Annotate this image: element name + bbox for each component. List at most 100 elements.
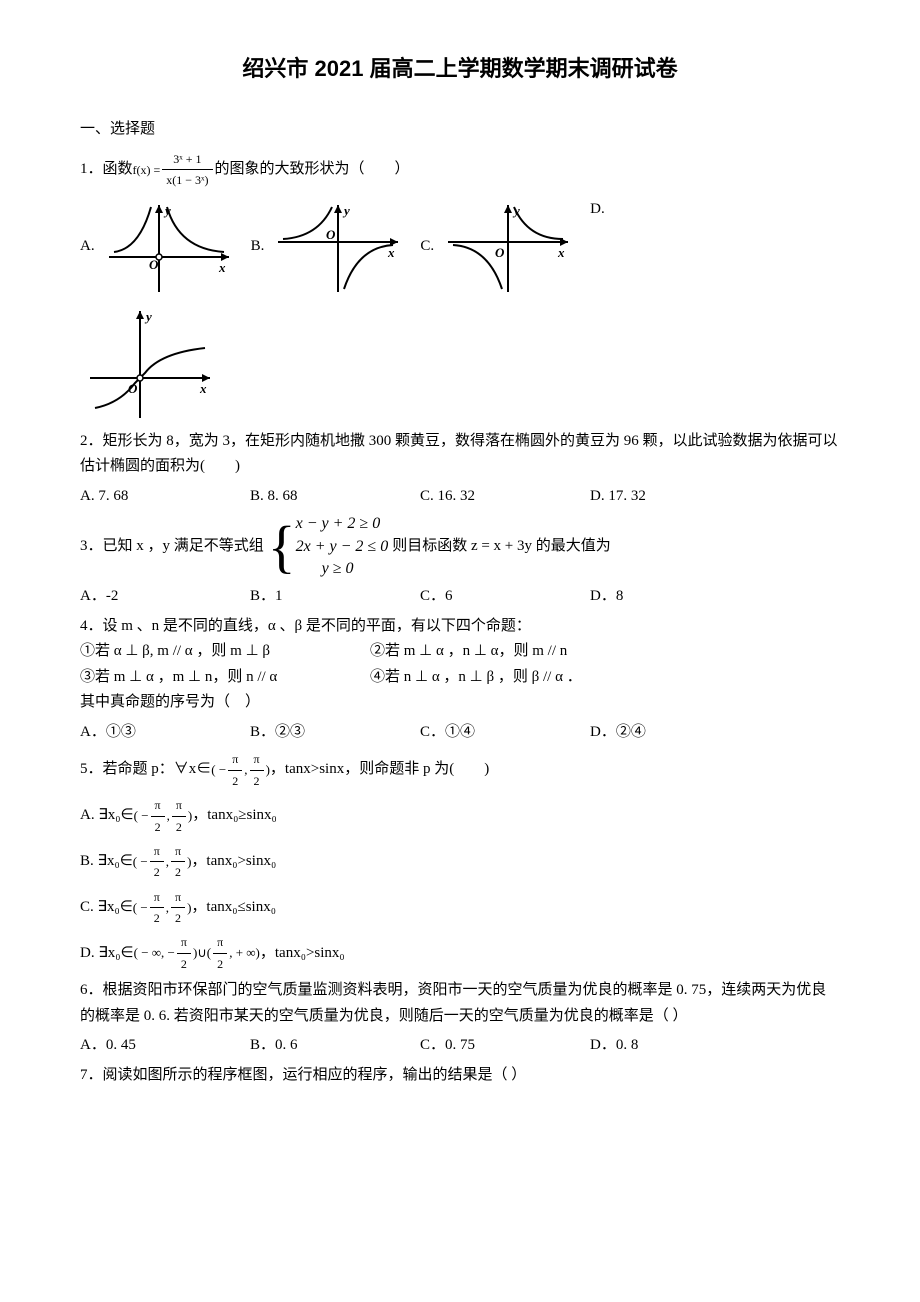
q6-opt-b: B．0. 6 [250,1033,420,1059]
q4-opt-c: C．①④ [420,720,590,746]
section-heading: 一、选择题 [80,117,840,143]
q5-comma: , [244,759,247,781]
q3-opt-c: C．6 [420,584,590,610]
frac-num: π [150,887,164,908]
svg-text:x: x [557,245,565,260]
q5-fn2: π [250,749,264,770]
q1-fraction: 3ˣ + 1 x(1 − 3ˣ) [162,149,212,191]
q3-suffix: 则目标函数 z = x + 3y 的最大值为 [392,534,611,560]
graph-c-icon: O x y [438,197,578,297]
q4-p1: ①若 α ⊥ β, m // α ，则 m ⊥ β [80,639,370,665]
q1-suffix: 的图象的大致形状为（ ） [215,157,410,183]
frac-den: 2 [213,954,227,974]
q3-opt-a: A．-2 [80,584,250,610]
q5-fd1: 2 [228,771,242,791]
q4-p3: ③若 m ⊥ α ，m ⊥ n，则 n // α [80,665,370,691]
q3-system: { x − y + 2 ≥ 0 2x + y − 2 ≤ 0 y ≥ 0 [268,513,388,580]
q6-opt-d: D．0. 8 [590,1033,760,1059]
question-7: 7．阅读如图所示的程序框图，运行相应的程序，输出的结果是（ ） [80,1063,840,1089]
frac-den: 2 [171,908,185,928]
comma: , [167,805,170,827]
q5-opt-d: D. ∃x₀∈ ( − ∞, − π2 ) ∪ ( π2 , + ∞) ，tan… [80,932,840,974]
q2-opt-d: D. 17. 32 [590,484,760,510]
q1-option-d-graph: O x y [80,303,220,423]
graph-d-icon: O x y [80,303,220,423]
q7-text: 7．阅读如图所示的程序框图，运行相应的程序，输出的结果是（ ） [80,1063,840,1089]
q1-prefix: 1．函数 [80,157,133,183]
q5-opt-b: B. ∃x₀∈ ( − π2 , π2 ) ，tanx₀>sinx₀ [80,841,840,883]
q2-text: 2．矩形长为 8，宽为 3，在矩形内随机地撒 300 颗黄豆，数得落在椭圆外的黄… [80,429,840,480]
q5d-pre: D. ∃x₀∈ [80,941,134,967]
q5-pre: 5．若命题 p：∀x∈ [80,757,211,783]
q4-line1: 4．设 m 、n 是不同的直线，α 、β 是不同的平面，有以下四个命题： [80,614,840,640]
svg-text:x: x [199,381,207,396]
q6-opt-a: A．0. 45 [80,1033,250,1059]
question-5: 5．若命题 p：∀x∈ ( − π2 , π2 ) ，tanx>sinx，则命题… [80,749,840,974]
q1-opt-a-label: A. [80,234,95,260]
q5-opt-a: A. ∃x₀∈ ( − π2 , π2 ) ，tanx₀≥sinx₀ [80,795,840,837]
q3-opt-b: B．1 [250,584,420,610]
svg-text:O: O [495,245,505,260]
svg-text:y: y [144,309,152,324]
frac-num: π [213,932,227,953]
graph-a-icon: O x y [99,197,239,297]
q1-func: f(x) = [133,160,161,180]
q4-opt-a: A．①③ [80,720,250,746]
q3-eq3: y ≥ 0 [296,558,389,580]
svg-text:x: x [218,260,226,275]
frac-den: 2 [171,862,185,882]
q3-eq2: 2x + y − 2 ≤ 0 [296,536,389,558]
q5b-pre: B. ∃x₀∈ [80,849,133,875]
q5a-post: ，tanx₀≥sinx₀ [192,803,277,829]
open-paren: ( − [133,851,148,873]
q5-int-open: ( − [211,759,226,781]
q1-numerator: 3ˣ + 1 [162,149,212,170]
q5d-mid1: ( − ∞, − [134,942,175,964]
brace-icon: { [268,518,296,576]
q4-p2: ②若 m ⊥ α ，n ⊥ α，则 m // n [370,639,567,665]
comma: , [166,897,169,919]
q5-fn1: π [228,749,242,770]
question-4: 4．设 m 、n 是不同的直线，α 、β 是不同的平面，有以下四个命题： ①若 … [80,614,840,746]
frac-den: 2 [177,954,191,974]
page-title: 绍兴市 2021 届高二上学期数学期末调研试卷 [80,50,840,87]
frac-den: 2 [150,862,164,882]
frac-num: π [150,841,164,862]
q1-denominator: x(1 − 3ˣ) [162,170,212,190]
frac-num: π [151,795,165,816]
q6-text: 6．根据资阳市环保部门的空气质量监测资料表明，资阳市一天的空气质量为优良的概率是… [80,978,840,1029]
q3-opt-d: D．8 [590,584,760,610]
frac-den: 2 [172,817,186,837]
q5c-pre: C. ∃x₀∈ [80,895,133,921]
q5a-open: ( − [134,805,149,827]
q2-opt-c: C. 16. 32 [420,484,590,510]
question-6: 6．根据资阳市环保部门的空气质量监测资料表明，资阳市一天的空气质量为优良的概率是… [80,978,840,1059]
q4-opt-d: D．②④ [590,720,760,746]
q5c-post: ，tanx₀≤sinx₀ [191,895,276,921]
q1-opt-b-label: B. [251,234,265,260]
q3-eq1: x − y + 2 ≥ 0 [296,513,389,535]
q2-opt-a: A. 7. 68 [80,484,250,510]
q1-opt-d-label: D. [590,197,605,223]
graph-b-icon: O x y [268,197,408,297]
frac-num: π [171,887,185,908]
svg-text:O: O [326,227,336,242]
q1-opt-c-label: C. [420,234,434,260]
frac-num: π [171,841,185,862]
svg-text:y: y [342,203,350,218]
q5d-mid2: , + ∞) [229,942,260,964]
q5d-post: ，tanx₀>sinx₀ [260,941,345,967]
q3-prefix: 3．已知 x ，y 满足不等式组 [80,534,264,560]
q5-opt-c: C. ∃x₀∈ ( − π2 , π2 ) ，tanx₀≤sinx₀ [80,887,840,929]
question-3: 3．已知 x ，y 满足不等式组 { x − y + 2 ≥ 0 2x + y … [80,513,840,610]
q5-fd2: 2 [250,771,264,791]
q1-option-b: B. O x y [251,197,409,297]
q5-post: ，tanx>sinx，则命题非 p 为( ) [270,757,489,783]
question-2: 2．矩形长为 8，宽为 3，在矩形内随机地撒 300 颗黄豆，数得落在椭圆外的黄… [80,429,840,510]
q4-p4: ④若 n ⊥ α ，n ⊥ β ，则 β // α ． [370,665,582,691]
q5b-post: ，tanx₀>sinx₀ [191,849,276,875]
q4-ask: 其中真命题的序号为（ ） [80,690,840,716]
frac-den: 2 [150,908,164,928]
q5a-pre: A. ∃x₀∈ [80,803,134,829]
comma: , [166,851,169,873]
